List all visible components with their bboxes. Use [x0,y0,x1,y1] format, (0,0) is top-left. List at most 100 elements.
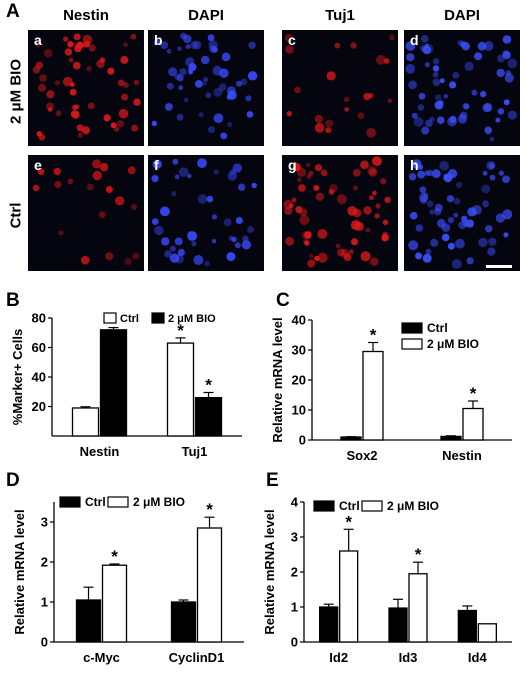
cell [54,80,60,86]
cell [503,232,509,238]
cell [422,253,432,263]
cell [173,73,181,80]
cell [367,165,377,175]
cell [298,184,306,192]
cell [343,253,352,262]
cell [502,175,510,184]
y-axis-label: Relative mRNA level [12,509,27,634]
y-tick-label: 0 [291,635,298,650]
cell [77,132,83,138]
cell [372,190,377,196]
y-tick-label: 1 [41,595,48,610]
cell [154,225,164,236]
cell [76,124,84,132]
legend-label: Ctrl [85,495,106,509]
cell [198,112,204,118]
cell [495,213,506,223]
bar [362,350,384,441]
cell [160,41,169,50]
cell [426,200,434,208]
cell [326,71,336,81]
y-tick-label: 0 [41,635,48,650]
cell [387,98,392,104]
column-title-dapi-1: DAPI [188,7,224,24]
cell [334,42,341,49]
cell [422,45,431,55]
y-tick-label: 40 [292,313,306,328]
micrograph-a: a [28,30,144,146]
cell [208,126,215,134]
y-tick-label: 60 [32,340,46,355]
cell [317,229,328,239]
panel-label-c: C [276,290,290,311]
cell [405,63,416,74]
cell [447,242,455,250]
cell [285,236,294,246]
cell [227,90,237,100]
cell [451,259,462,269]
cell [235,80,243,87]
legend-swatch [151,312,165,324]
cell [411,112,418,119]
cell [485,225,493,233]
cell [231,236,237,243]
legend-label: Ctrl [339,499,360,513]
cell [86,65,92,72]
micrograph-label: b [154,32,163,48]
cell [160,206,170,217]
cell [286,111,292,117]
legend-swatch [361,500,383,512]
cell [297,177,302,183]
cell [452,71,460,79]
significance-star: * [370,326,377,345]
y-axis-label: Relative mRNA level [270,317,285,442]
micrograph-b: b [148,30,264,146]
cell [424,62,430,68]
cell [55,110,62,117]
cell [69,88,77,96]
micrograph-label: e [34,157,42,173]
panel-label-d: D [6,470,20,491]
micrograph-g: g [282,155,398,271]
row-title-ctrl: Ctrl [7,202,25,229]
cell [434,94,442,101]
y-axis-label: %Marker+ Cells [10,329,25,425]
cell [507,58,518,69]
cell [187,173,192,179]
cell [120,55,129,64]
x-tick-label: c-Myc [83,650,120,665]
cell [365,227,371,233]
cell [432,71,439,78]
cell [283,199,293,210]
cell [168,67,178,77]
cell [441,233,450,242]
cell [347,206,358,216]
x-tick-label: Nestin [80,444,120,459]
y-tick-label: 30 [292,343,306,358]
cell [172,158,179,165]
cell [118,108,129,119]
cell [507,110,517,120]
cell [467,207,477,217]
bar [196,527,223,643]
cell [352,168,361,177]
cell [178,85,184,91]
row-title-bio: 2 μM BIO [7,58,25,125]
cell [107,67,115,75]
significance-star: * [415,545,422,564]
cell [419,186,427,194]
cell [308,253,314,259]
cell [176,74,184,82]
cell [354,221,364,231]
cell [418,92,426,100]
cell [130,204,137,210]
cell [409,211,418,220]
cell [415,224,423,232]
cell [306,162,311,168]
cell [299,208,308,217]
cell [206,195,214,203]
chart-c: 0 10 20 30 40 Relative mRNA level * Sox2 * Nestin… [270,313,512,463]
cell [455,238,465,249]
cell [190,41,198,49]
cell [220,132,228,140]
